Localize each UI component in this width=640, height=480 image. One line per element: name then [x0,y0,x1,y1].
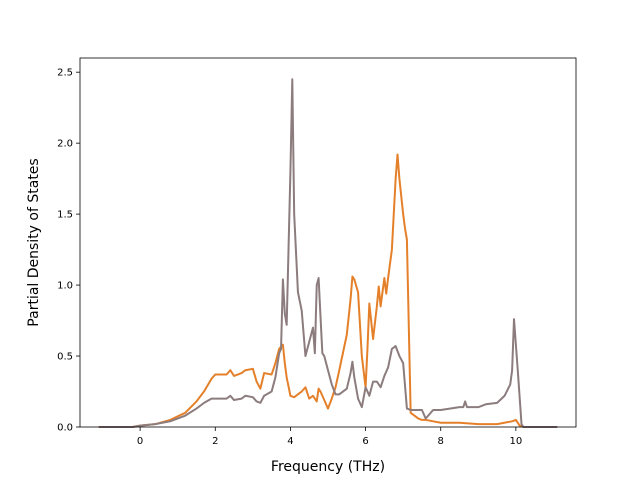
series-line-1 [98,153,558,428]
x-tick-label: 2 [212,436,218,447]
y-tick-label: 2.5 [57,68,73,79]
y-tick-label: 0.5 [57,352,73,363]
y-tick-label: 2.0 [57,139,73,150]
y-axis-ticks: 0.0 0.5 1.0 1.5 2.0 2.5 [57,68,80,434]
series-line-2 [98,78,558,428]
plot-frame [79,57,577,428]
y-tick-label: 1.5 [57,210,73,221]
series-layer [98,78,558,428]
x-tick-label: 8 [438,436,444,447]
x-tick-label: 0 [137,436,143,447]
x-tick-label: 6 [362,436,368,447]
x-tick-label: 4 [287,436,293,447]
y-axis-label: Partial Density of States [26,158,42,326]
x-axis-label: Frequency (THz) [271,459,385,475]
y-tick-label: 0.0 [57,423,73,434]
y-tick-label: 1.0 [57,281,73,292]
x-axis-ticks: 0 2 4 6 8 10 [137,427,522,447]
x-tick-label: 10 [510,436,523,447]
